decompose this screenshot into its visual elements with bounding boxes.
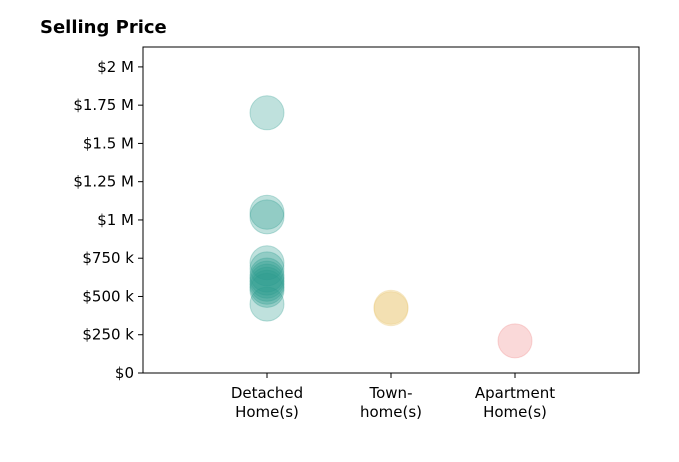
y-tick-label: $1 M — [97, 211, 134, 229]
y-tick-label: $750 k — [82, 249, 134, 267]
y-tick-label: $500 k — [82, 287, 134, 305]
data-point — [249, 245, 285, 281]
y-tick-label: $2 M — [97, 58, 134, 76]
x-category-label: Home(s) — [483, 403, 547, 421]
data-point — [249, 263, 285, 299]
data-point — [249, 95, 285, 131]
data-point — [249, 286, 285, 322]
y-tick-label: $1.75 M — [73, 96, 134, 114]
data-point — [249, 257, 285, 293]
axis-layer: $0 $250 k $500 k $750 k $1 M $1.25 M $1.5 M $1.… — [73, 58, 555, 421]
data-point — [249, 269, 285, 305]
data-point — [249, 266, 285, 302]
x-category-label: Apartment — [475, 384, 555, 402]
data-point — [373, 289, 409, 325]
plot-frame — [142, 46, 640, 374]
points-layer — [249, 95, 533, 359]
x-category-label: Detached — [231, 384, 303, 402]
data-point — [249, 251, 285, 287]
data-point — [249, 194, 285, 230]
y-tick-label: $250 k — [82, 326, 134, 344]
y-tick-label: $1.5 M — [83, 134, 134, 152]
data-point — [249, 272, 285, 308]
data-point — [249, 199, 285, 235]
chart-title: Selling Price — [40, 17, 167, 38]
x-category-label: home(s) — [360, 403, 422, 421]
y-tick-label: $1.25 M — [73, 173, 134, 191]
x-category-label: Home(s) — [235, 403, 299, 421]
y-tick-label: $0 — [115, 364, 134, 382]
data-point — [249, 260, 285, 296]
data-point — [373, 291, 409, 327]
data-point — [497, 323, 533, 359]
x-category-label: Town- — [369, 384, 413, 402]
